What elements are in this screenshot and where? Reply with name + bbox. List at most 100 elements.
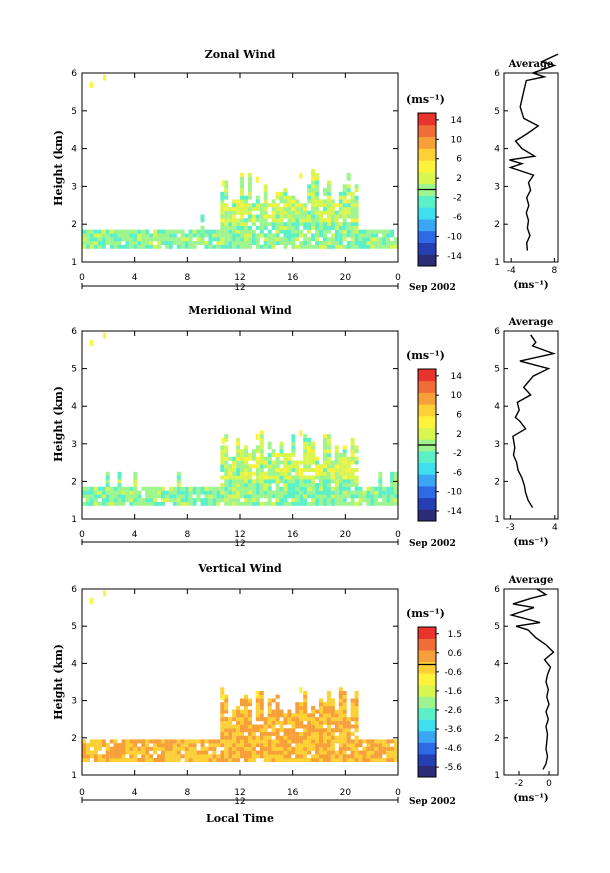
heatmap-cell [374,237,379,242]
heatmap-cell [330,218,335,223]
heatmap-cell [323,754,327,759]
heatmap-cell [251,233,256,238]
heatmap-cell [240,191,244,196]
heatmap-cell [89,340,93,346]
heatmap-cell [350,460,355,465]
heatmap-cell [228,210,233,215]
heatmap-cell [303,225,308,230]
heatmap-cell [196,237,201,242]
heatmap-cell [299,471,304,476]
heatmap-cell [172,501,177,506]
heatmap-cell [334,486,339,491]
average-y-tick-label: 4 [494,145,500,155]
heatmap-cell [354,203,359,208]
heatmap-cell [303,750,308,755]
heatmap-cell [244,207,248,211]
heatmap-cell [247,498,252,503]
heatmap-cell [133,754,138,759]
heatmap-cell [200,214,205,219]
heatmap-cell [382,501,387,506]
heatmap-cell [311,244,316,249]
heatmap-cell [394,739,399,744]
heatmap-cell [251,229,256,234]
heatmap-cell [334,758,339,762]
heatmap-cell [303,705,308,710]
heatmap-cell [311,728,316,733]
heatmap-cell [216,229,221,234]
heatmap-cell [117,498,122,503]
heatmap-cell [221,694,225,701]
heatmap-cell [326,709,331,714]
heatmap-cell [240,709,244,714]
heatmap-cell [299,486,304,491]
heatmap-cell [326,207,331,211]
heatmap-cell [109,754,114,759]
heatmap-cell [133,739,138,744]
heatmap-cell [251,498,256,503]
heatmap-cell [216,498,221,503]
heatmap-cell [315,483,320,487]
heatmap-cell [326,464,331,469]
heatmap-cell [350,195,355,200]
heatmap-cell [168,244,173,249]
colorbar-swatch [418,474,436,487]
heatmap-cell [251,728,256,733]
heatmap-cell [240,728,244,733]
heatmap-cell [295,717,300,722]
heatmap-cell [370,743,375,748]
heatmap-cell [275,475,280,480]
x-tick-label: 12 [234,788,245,798]
heatmap-cell [86,490,90,495]
heatmap-cell [224,479,229,484]
heatmap-cell [216,739,221,744]
heatmap-cell [326,746,331,751]
heatmap-cell [311,739,316,744]
heatmap-cell [133,237,138,242]
heatmap-cell [303,498,308,503]
heatmap-cell [330,702,335,707]
heatmap-cell [330,207,335,211]
heatmap-cell [145,244,150,249]
heatmap-cell [315,720,320,725]
heatmap-cell [366,237,371,242]
heatmap-cell [354,713,359,718]
heatmap-cell [192,241,197,245]
y-tick-label: 3 [71,697,77,707]
heatmap-cell [362,494,367,499]
heatmap-cell [299,498,304,503]
heatmap-cell [172,739,177,744]
heatmap-cell [240,184,244,189]
heatmap-cell [275,233,280,238]
heatmap-cell [354,244,359,249]
heatmap-cell [200,746,205,751]
heatmap-cell [354,445,359,450]
heatmap-cell [338,705,343,710]
heatmap-cell [319,720,323,725]
heatmap-cell [326,702,331,707]
heatmap-cell [228,456,233,461]
heatmap-cell [350,709,355,714]
heatmap-cell [244,445,248,450]
heatmap-cell [334,750,339,755]
heatmap-cell [291,720,296,725]
heatmap-cell [299,479,304,484]
heatmap-cell [295,494,300,499]
heatmap-cell [121,494,126,499]
heatmap-cell [326,441,331,446]
heatmap-cell [137,498,142,503]
heatmap-cell [295,720,300,725]
heatmap-cell [236,705,241,710]
heatmap-cell [287,199,292,204]
heatmap-cell [295,475,300,480]
heatmap-cell [342,490,347,495]
heatmap-cell [346,172,351,177]
heatmap-cell [354,456,359,461]
heatmap-cell [279,218,284,223]
heatmap-cell [176,229,181,234]
heatmap-cell [346,501,351,506]
heatmap-cell [311,735,316,740]
heatmap-cell [220,687,225,692]
heatmap-cell [330,717,335,722]
heatmap-cell [271,471,276,476]
heatmap-cell [93,743,98,748]
